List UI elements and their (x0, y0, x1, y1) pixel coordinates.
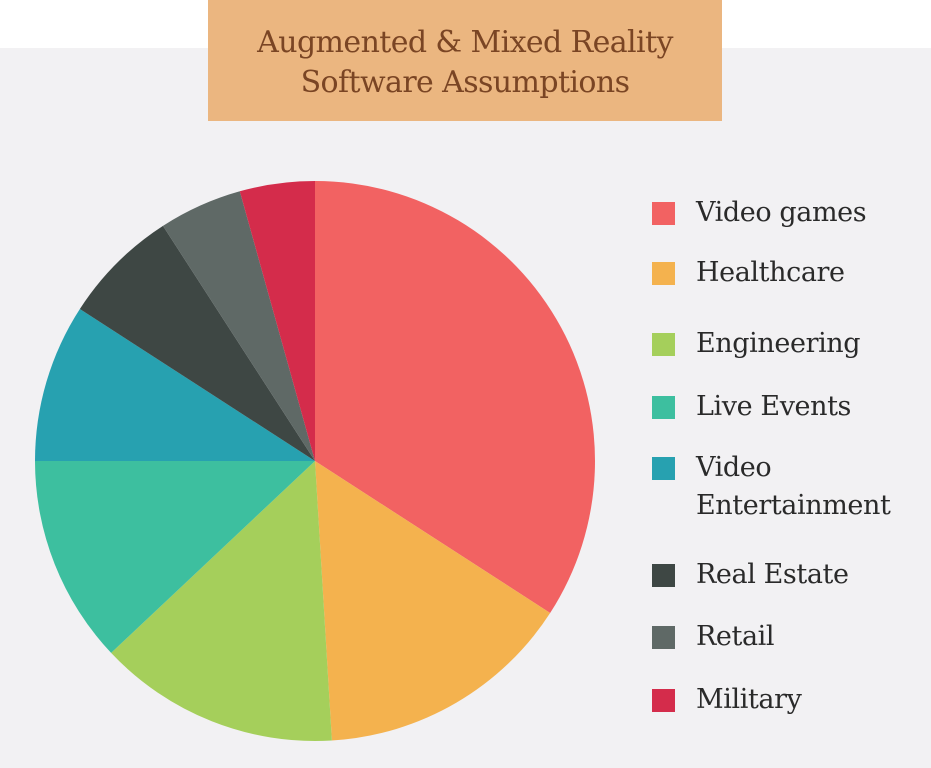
legend-swatch-healthcare (652, 262, 675, 285)
legend: Video games Healthcare Engineering Live … (652, 0, 927, 768)
legend-swatch-live-events (652, 396, 675, 419)
legend-swatch-military (652, 689, 675, 712)
legend-swatch-retail (652, 626, 675, 649)
legend-swatch-real-estate (652, 564, 675, 587)
legend-label-real-estate: Real Estate (696, 559, 849, 590)
legend-label-healthcare: Healthcare (696, 257, 845, 288)
pie-slice-military (239, 181, 315, 461)
legend-label-engineering: Engineering (696, 328, 861, 359)
legend-label-video-games: Video games (696, 197, 867, 228)
pie-slice-video-games (315, 181, 595, 614)
chart-title-line-1: Augmented & Mixed Reality (257, 24, 673, 60)
pie-slice-retail (162, 191, 315, 461)
legend-label-live-events: Live Events (696, 391, 852, 422)
legend-swatch-video-games (652, 202, 675, 225)
pie-slice-engineering (111, 461, 332, 742)
legend-swatch-engineering (652, 333, 675, 356)
pie-slice-real-estate (79, 225, 316, 461)
legend-label-video-entertainment: Video Entertainment (696, 452, 891, 521)
chart-title-box: Augmented & Mixed Reality Software Assum… (208, 0, 722, 121)
pie-slice-live-events (35, 461, 315, 653)
chart-title-line-2: Software Assumptions (300, 64, 630, 100)
pie-slice-video-entertainment (35, 308, 315, 461)
pie-slice-healthcare (315, 461, 551, 741)
legend-label-retail: Retail (696, 621, 775, 652)
legend-label-military: Military (696, 684, 802, 715)
legend-swatch-video-entertainment (652, 457, 675, 480)
